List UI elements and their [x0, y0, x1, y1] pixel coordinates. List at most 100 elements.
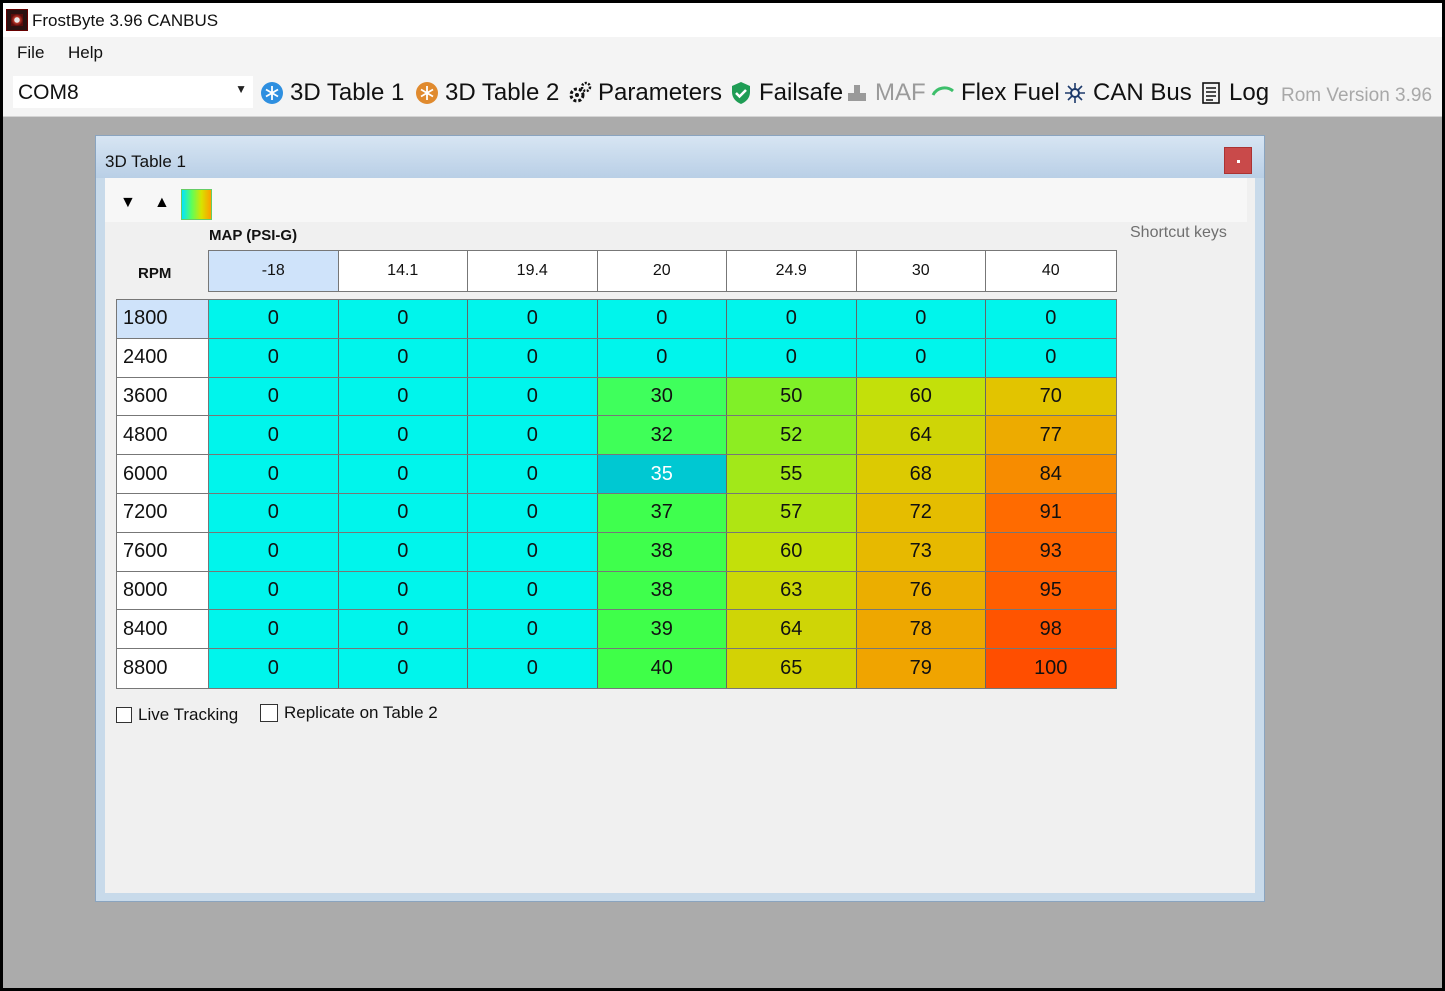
- table-cell[interactable]: 0: [468, 338, 598, 377]
- rpm-row-header[interactable]: 7600: [117, 532, 209, 571]
- table-cell[interactable]: 100: [986, 649, 1116, 688]
- table-cell[interactable]: 0: [338, 455, 468, 493]
- rpm-row-header[interactable]: 8800: [117, 649, 209, 688]
- decrease-arrow-icon[interactable]: ▼: [120, 194, 136, 211]
- table-cell[interactable]: 55: [727, 455, 857, 493]
- toolbar-3d-table-1[interactable]: 3D Table 1: [260, 77, 404, 109]
- map-column-header[interactable]: 20: [597, 251, 727, 291]
- table-cell[interactable]: 0: [338, 649, 468, 688]
- live-tracking-checkbox[interactable]: Live Tracking: [116, 705, 238, 725]
- table-cell[interactable]: 91: [986, 493, 1116, 532]
- table-cell[interactable]: 0: [209, 493, 339, 532]
- table-cell[interactable]: 68: [856, 455, 986, 493]
- table-cell[interactable]: 0: [468, 300, 598, 338]
- table-cell[interactable]: 0: [727, 338, 857, 377]
- rpm-row-header[interactable]: 2400: [117, 338, 209, 377]
- table-cell[interactable]: 0: [209, 300, 339, 338]
- toolbar-parameters[interactable]: Parameters: [568, 77, 722, 109]
- table-cell[interactable]: 50: [727, 377, 857, 416]
- color-map-icon[interactable]: [181, 189, 212, 220]
- map-column-header[interactable]: 24.9: [727, 251, 857, 291]
- toolbar-can-bus[interactable]: CAN Bus: [1063, 77, 1192, 109]
- rpm-row-header[interactable]: 7200: [117, 493, 209, 532]
- table-cell[interactable]: 95: [986, 571, 1116, 610]
- table-cell[interactable]: 60: [856, 377, 986, 416]
- table-cell[interactable]: 0: [727, 300, 857, 338]
- map-column-header[interactable]: 40: [986, 251, 1116, 291]
- chevron-down-icon[interactable]: ▼: [235, 82, 247, 96]
- table-cell[interactable]: 0: [209, 338, 339, 377]
- rpm-row-header[interactable]: 6000: [117, 455, 209, 493]
- increase-arrow-icon[interactable]: ▲: [154, 194, 170, 211]
- rpm-row-header[interactable]: 4800: [117, 416, 209, 455]
- map-column-header[interactable]: 14.1: [338, 251, 468, 291]
- table-cell[interactable]: 0: [209, 377, 339, 416]
- table-cell[interactable]: 76: [856, 571, 986, 610]
- table-cell[interactable]: 0: [986, 300, 1116, 338]
- table-cell[interactable]: 84: [986, 455, 1116, 493]
- table-cell[interactable]: 0: [338, 338, 468, 377]
- map-column-header[interactable]: 30: [856, 251, 986, 291]
- table-cell[interactable]: 98: [986, 610, 1116, 649]
- toolbar-maf[interactable]: MAF: [845, 77, 926, 109]
- table-cell[interactable]: 73: [856, 532, 986, 571]
- table-cell[interactable]: 37: [597, 493, 727, 532]
- table-cell[interactable]: 0: [468, 571, 598, 610]
- table-cell[interactable]: 93: [986, 532, 1116, 571]
- table-cell[interactable]: 0: [209, 532, 339, 571]
- table-cell[interactable]: 52: [727, 416, 857, 455]
- table-cell[interactable]: 0: [468, 532, 598, 571]
- map-column-header[interactable]: 19.4: [468, 251, 598, 291]
- table-cell[interactable]: 0: [338, 571, 468, 610]
- toolbar-log[interactable]: Log: [1199, 77, 1269, 109]
- menu-file[interactable]: File: [17, 43, 45, 62]
- shortcut-keys-link[interactable]: Shortcut keys: [1130, 224, 1227, 241]
- table-cell[interactable]: 65: [727, 649, 857, 688]
- table-cell[interactable]: 35: [597, 455, 727, 493]
- toolbar-3d-table-2[interactable]: 3D Table 2: [415, 77, 559, 109]
- table-cell[interactable]: 0: [338, 493, 468, 532]
- table-cell[interactable]: 38: [597, 571, 727, 610]
- table-cell[interactable]: 60: [727, 532, 857, 571]
- table-cell[interactable]: 0: [338, 416, 468, 455]
- rpm-row-header[interactable]: 3600: [117, 377, 209, 416]
- table-cell[interactable]: 0: [597, 338, 727, 377]
- table-cell[interactable]: 0: [468, 416, 598, 455]
- com-port-select[interactable]: COM8 ▼: [13, 76, 253, 108]
- table-cell[interactable]: 0: [209, 649, 339, 688]
- table-cell[interactable]: 64: [856, 416, 986, 455]
- rpm-row-header[interactable]: 8000: [117, 571, 209, 610]
- table-cell[interactable]: 0: [338, 610, 468, 649]
- map-column-header[interactable]: -18: [209, 251, 339, 291]
- table-cell[interactable]: 0: [338, 532, 468, 571]
- table-cell[interactable]: 0: [856, 338, 986, 377]
- table-cell[interactable]: 0: [468, 610, 598, 649]
- table-cell[interactable]: 64: [727, 610, 857, 649]
- toolbar-flex-fuel[interactable]: Flex Fuel: [931, 77, 1060, 109]
- table-cell[interactable]: 0: [468, 493, 598, 532]
- table-cell[interactable]: 0: [468, 377, 598, 416]
- table-cell[interactable]: 57: [727, 493, 857, 532]
- table-cell[interactable]: 78: [856, 610, 986, 649]
- table-cell[interactable]: 0: [986, 338, 1116, 377]
- table-cell[interactable]: 0: [338, 300, 468, 338]
- close-button[interactable]: [1224, 147, 1252, 174]
- table-cell[interactable]: 0: [468, 649, 598, 688]
- checkbox-box[interactable]: [116, 707, 132, 723]
- table-cell[interactable]: 79: [856, 649, 986, 688]
- toolbar-failsafe[interactable]: Failsafe: [729, 77, 843, 109]
- rpm-row-header[interactable]: 1800: [117, 300, 209, 338]
- checkbox-box[interactable]: [260, 704, 278, 722]
- table-cell[interactable]: 0: [597, 300, 727, 338]
- table-cell[interactable]: 0: [468, 455, 598, 493]
- table-cell[interactable]: 70: [986, 377, 1116, 416]
- table-cell[interactable]: 0: [209, 416, 339, 455]
- table-cell[interactable]: 39: [597, 610, 727, 649]
- table-cell[interactable]: 0: [338, 377, 468, 416]
- table-cell[interactable]: 0: [209, 571, 339, 610]
- table-cell[interactable]: 63: [727, 571, 857, 610]
- table-cell[interactable]: 0: [856, 300, 986, 338]
- menu-help[interactable]: Help: [68, 43, 103, 62]
- table-cell[interactable]: 0: [209, 455, 339, 493]
- table-cell[interactable]: 40: [597, 649, 727, 688]
